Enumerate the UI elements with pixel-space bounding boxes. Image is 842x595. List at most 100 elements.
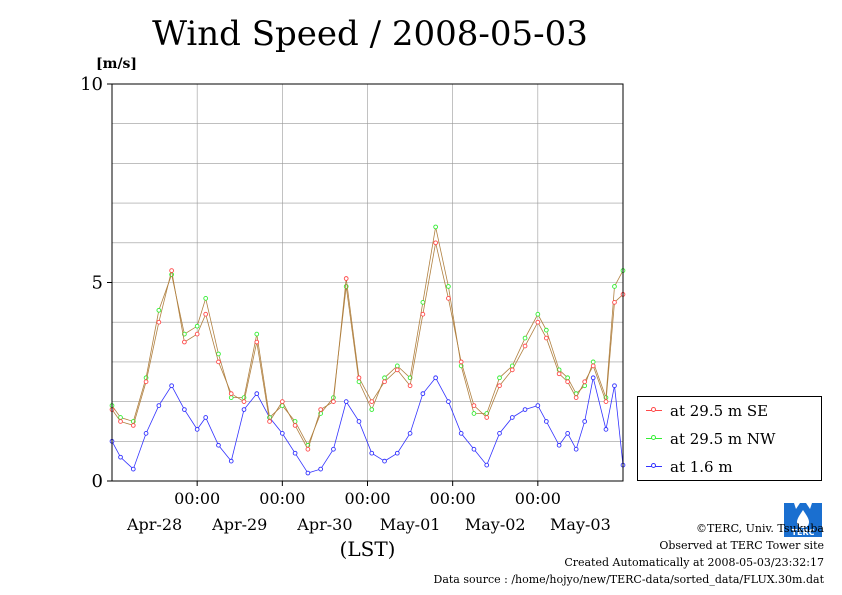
point-low [331,446,336,452]
point-se [254,339,260,345]
point-low [203,415,209,420]
point-low [130,466,136,472]
point-se [194,331,200,337]
chart-title: Wind Speed / 2008-05-03 [152,14,588,54]
y-axis: 0 5 10 [80,74,112,492]
x-date-label: May-03 [550,515,611,534]
legend-label-low: at 1.6 m [670,458,733,476]
y-tick-label: 0 [92,471,103,492]
y-tick-label: 10 [80,74,103,95]
legend-label-se: at 29.5 m SE [670,402,769,420]
point-se [407,383,413,389]
point-low [305,470,311,476]
point-se [343,276,349,281]
point-low [394,450,400,456]
point-low [535,403,541,408]
point-nw [433,224,438,230]
credit-observed: Observed at TERC Tower site [659,539,824,552]
point-low [543,419,549,424]
point-nw [612,284,617,289]
point-low [582,419,588,424]
point-low [118,454,123,460]
legend: at 29.5 m SE at 29.5 m NW at 1.6 m [637,396,822,481]
point-low [279,431,285,436]
grid-lines [112,84,623,481]
x-time-label: 00:00 [430,489,476,508]
point-nw [254,331,260,337]
point-nw [471,411,477,416]
point-se [573,395,579,400]
point-low [241,407,247,412]
x-date-label: Apr-29 [211,515,267,534]
point-se [241,399,247,404]
point-se [420,311,426,317]
point-low [603,427,609,432]
point-se [305,446,311,452]
point-se [509,367,515,373]
x-axis: 00:00 00:00 00:00 00:00 00:00 Apr-28 Apr-29 Apr… [126,481,611,561]
point-se [369,399,375,404]
point-se [356,375,362,381]
point-low [169,383,174,389]
logo-text: TERC [791,528,815,537]
point-low [318,466,324,472]
point-low [565,431,570,436]
legend-item-low: at 1.6 m [638,457,821,477]
point-se [382,379,387,385]
point-se [556,371,562,377]
terc-logo-icon [784,503,822,537]
point-nw [535,311,541,317]
point-low [194,427,200,432]
point-se [484,415,490,420]
point-se [267,419,272,424]
point-se [130,423,136,428]
point-nw [590,359,596,365]
series-low [109,375,626,476]
point-nw [497,375,502,381]
point-nw [543,327,549,333]
point-low [228,458,234,464]
point-se [433,240,438,246]
point-se [182,339,187,345]
point-nw [369,407,375,412]
point-low [216,442,221,448]
point-low [522,407,528,412]
point-se [535,319,541,325]
point-low [556,442,562,448]
y-tick-label: 5 [92,273,103,294]
point-se [318,407,324,412]
point-se [603,399,609,404]
point-low [590,375,596,381]
point-low [254,391,260,397]
credit-source: Data source : /home/hojyo/new/TERC-data/… [433,573,825,586]
series-line-nw [111,226,624,447]
x-date-label: Apr-28 [126,515,182,534]
point-nw [228,395,234,400]
point-se [565,379,570,385]
point-se [543,335,549,341]
legend-label-nw: at 29.5 m NW [670,430,776,448]
point-low [343,399,349,404]
x-time-label: 00:00 [174,489,220,508]
series-se [109,240,626,452]
point-low [612,383,617,389]
point-se [522,343,528,349]
point-nw [382,375,387,381]
credit-created: Created Automatically at 2008-05-03/23:3… [564,556,824,569]
x-time-label: 00:00 [344,489,390,508]
x-time-label: 00:00 [259,489,305,508]
point-se [228,391,234,397]
point-se [143,379,149,385]
point-low [182,407,187,412]
point-low [156,403,162,408]
point-nw [446,284,451,289]
point-se [471,403,477,408]
x-date-label: May-02 [465,515,526,534]
series-line-low [111,377,624,474]
point-low [369,450,375,456]
point-se [216,359,221,365]
point-nw [216,351,221,357]
point-low [407,431,413,436]
point-nw [203,296,209,301]
